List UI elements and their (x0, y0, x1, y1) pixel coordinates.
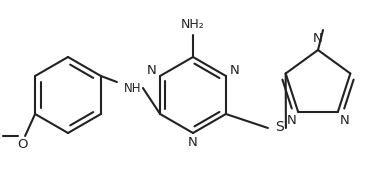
Text: N: N (230, 65, 240, 78)
Text: N: N (188, 137, 198, 150)
Text: N: N (286, 114, 296, 127)
Text: N: N (313, 32, 323, 46)
Text: S: S (275, 120, 284, 134)
Text: NH₂: NH₂ (181, 18, 205, 31)
Text: N: N (340, 114, 349, 127)
Text: N: N (147, 65, 156, 78)
Text: NH: NH (124, 81, 142, 94)
Text: O: O (17, 138, 28, 151)
